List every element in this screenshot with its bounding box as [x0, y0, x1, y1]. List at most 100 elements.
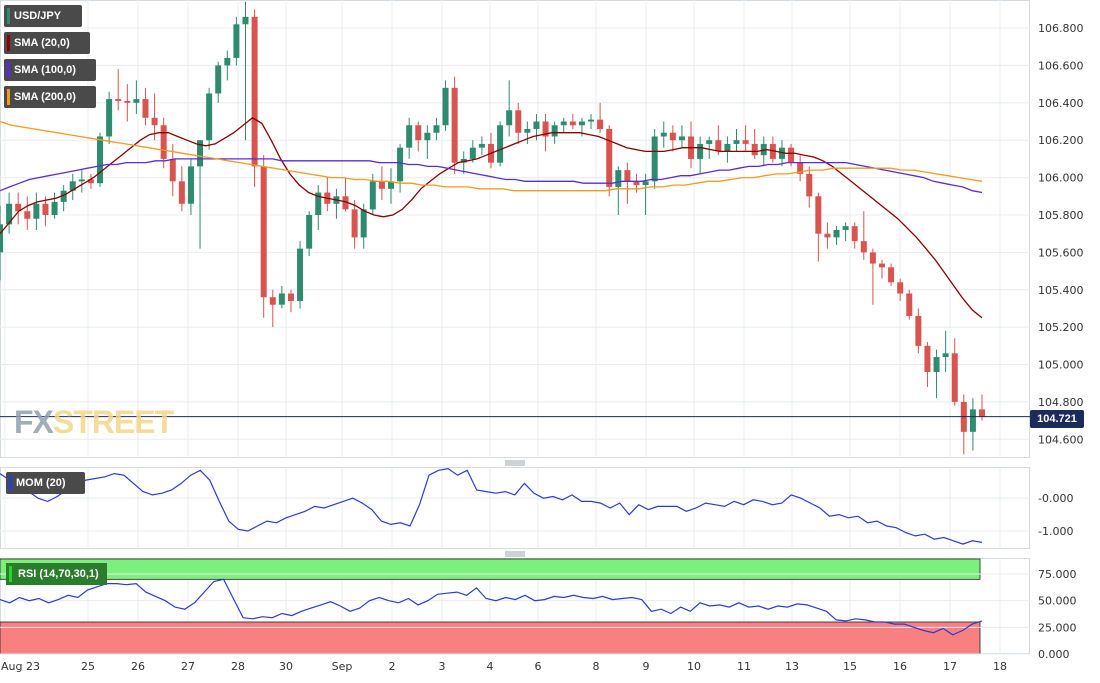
candle-body	[442, 87, 449, 126]
x-tick-label: 8	[593, 660, 600, 673]
x-tick-label: 3	[439, 660, 446, 673]
rsi-line	[0, 578, 983, 636]
y-tick-label: 105.600	[1038, 246, 1084, 259]
candle-body	[187, 166, 194, 204]
candle-body	[351, 209, 358, 238]
candle-body	[906, 293, 913, 316]
candle-body	[606, 128, 613, 187]
candle-body	[733, 140, 740, 144]
candle-body	[497, 125, 504, 163]
candle-body	[0, 224, 3, 253]
candle-body	[287, 293, 294, 301]
x-tick-label: 30	[279, 660, 293, 673]
candle-body	[951, 353, 958, 402]
candle-body	[160, 125, 167, 159]
candle-body	[706, 140, 713, 144]
y-tick-label: 105.200	[1038, 321, 1084, 334]
candle-body	[215, 65, 222, 94]
candle-body	[551, 125, 558, 137]
sma100-tag[interactable]: SMA (100,0)	[4, 59, 96, 81]
y-tick-label: 105.800	[1038, 209, 1084, 222]
sma200-swatch	[7, 89, 10, 105]
candle-body	[460, 158, 467, 163]
candle-body	[515, 110, 522, 133]
candle-body	[797, 162, 804, 174]
candle-body	[915, 315, 922, 346]
candle-body	[360, 209, 367, 238]
candle-body	[451, 87, 458, 163]
candle-body	[869, 252, 876, 264]
main-panel-frame	[0, 0, 1030, 458]
candle-body	[169, 158, 176, 182]
candle-body	[933, 357, 940, 373]
candle-body	[824, 233, 831, 238]
candle-body	[924, 345, 931, 373]
symbol-tag[interactable]: USD/JPY	[4, 5, 82, 27]
candle-body	[469, 147, 476, 159]
candle-body	[815, 196, 822, 234]
candle-body	[260, 166, 267, 298]
candle-body	[60, 190, 67, 202]
candle-body	[78, 179, 85, 182]
rsi-label: RSI (14,70,30,1)	[18, 568, 99, 580]
candle-body	[178, 181, 185, 204]
mom-y-tick-label: -0.000	[1038, 492, 1073, 505]
candle-body	[678, 136, 685, 141]
candle-body	[6, 203, 13, 225]
candle-body	[542, 121, 549, 137]
y-tick-label: 106.600	[1038, 59, 1084, 72]
sma20-tag[interactable]: SMA (20,0)	[4, 32, 90, 54]
rsi-swatch	[9, 566, 12, 582]
rsi-tag[interactable]: RSI (14,70,30,1)	[6, 563, 107, 585]
rsi-y-tick-label: 50.000	[1038, 595, 1077, 608]
rsi-oversold-zone	[0, 621, 981, 655]
candle-body	[806, 173, 813, 197]
candle-body	[942, 353, 949, 358]
candle-body	[533, 121, 540, 129]
x-tick-label: 10	[687, 660, 701, 673]
sma200-tag[interactable]: SMA (200,0)	[4, 86, 96, 108]
candle-body	[778, 147, 785, 159]
x-tick-label: 27	[181, 660, 195, 673]
candle-body	[724, 143, 731, 152]
x-tick-label: 18	[993, 660, 1007, 673]
x-tick-label: 16	[893, 660, 907, 673]
symbol-label: USD/JPY	[14, 10, 62, 22]
candle-body	[506, 110, 513, 126]
candle-body	[851, 226, 858, 242]
symbol-swatch	[7, 8, 10, 24]
candle-body	[315, 192, 322, 215]
candle-body	[979, 409, 985, 417]
candle-body	[524, 128, 531, 133]
mom-line	[0, 467, 983, 545]
sma100-label: SMA (100,0)	[14, 64, 76, 76]
sma100-swatch	[7, 62, 10, 78]
candle-body	[833, 229, 840, 238]
x-tick-label: 28	[231, 660, 245, 673]
mom-tag[interactable]: MOM (20)	[6, 472, 85, 494]
candle-body	[251, 16, 258, 167]
y-tick-label: 106.800	[1038, 22, 1084, 35]
candle-body	[15, 203, 22, 212]
candle-body	[415, 125, 422, 141]
x-tick-label: 26	[131, 660, 145, 673]
candle-body	[769, 143, 776, 159]
candle-body	[842, 226, 849, 230]
candle-body	[369, 181, 376, 210]
x-tick-label: Aug 23	[1, 660, 40, 673]
candle-body	[751, 143, 758, 156]
candle-body	[588, 119, 595, 122]
candle-body	[87, 179, 94, 184]
candle-body	[242, 16, 249, 25]
candle-body	[433, 125, 440, 133]
x-tick-label: 11	[737, 660, 751, 673]
y-tick-label: 104.800	[1038, 396, 1084, 409]
candle-body	[269, 297, 276, 305]
rsi-y-tick-label: 25.000	[1038, 621, 1077, 634]
candle-body	[615, 170, 622, 187]
mom-label: MOM (20)	[16, 477, 66, 489]
candle-body	[888, 267, 895, 283]
candle-body	[651, 136, 658, 182]
candle-body	[897, 282, 904, 294]
